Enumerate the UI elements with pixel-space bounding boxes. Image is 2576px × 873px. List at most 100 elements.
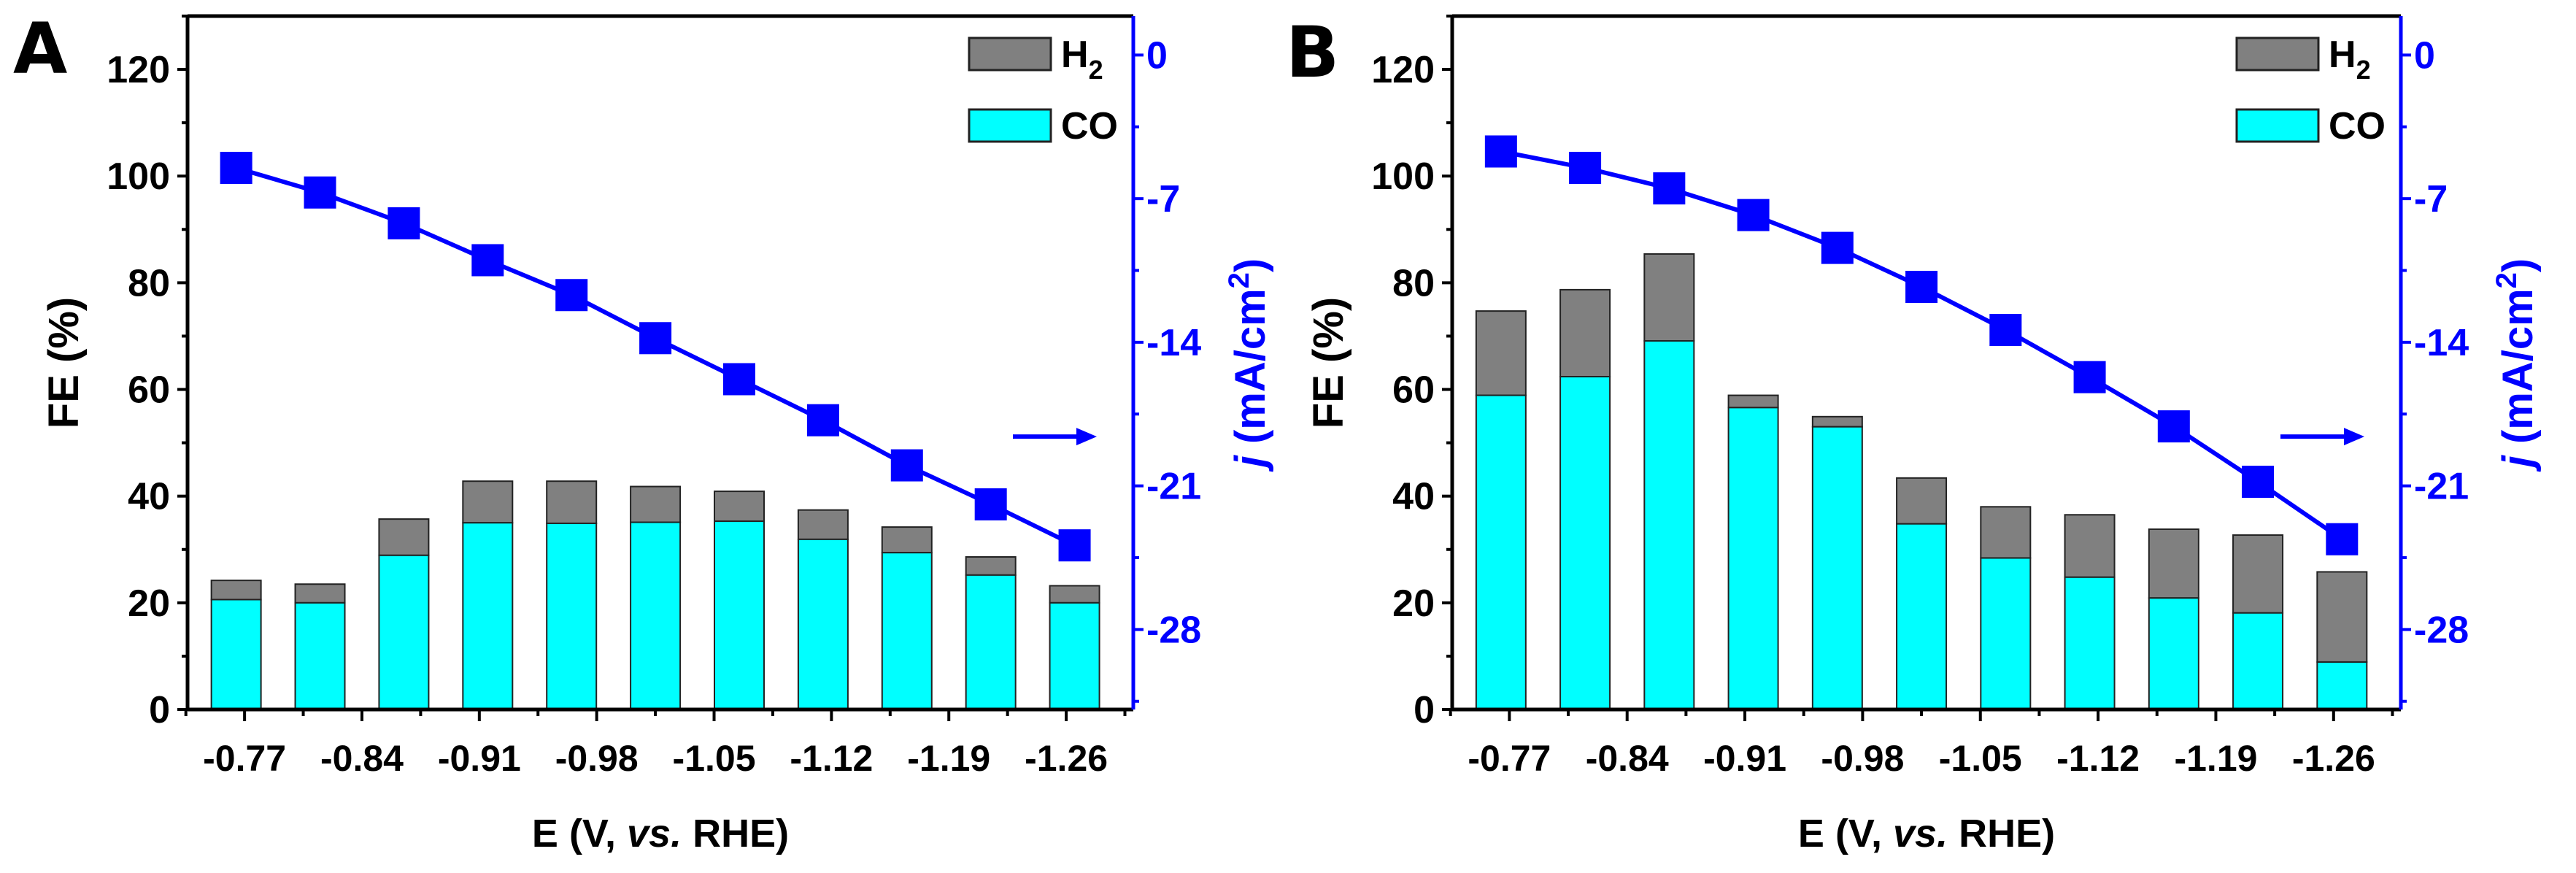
current-density-marker (471, 244, 504, 277)
x-tick-label: -1.12 (790, 738, 873, 779)
x-axis-title-part: RHE) (1948, 812, 2055, 855)
bar-co (1980, 557, 2032, 711)
x-tick-label: -1.26 (2292, 738, 2375, 779)
y-tick-label: 120 (1371, 49, 1435, 91)
bar-h2 (965, 556, 1017, 576)
legend-swatch-h2 (2235, 36, 2320, 72)
current-density-marker (1484, 135, 1517, 168)
y2-axis-title-part: j (1227, 454, 1274, 472)
legend-label-h2: H2 (2329, 34, 2371, 85)
x-tick-label: -0.77 (1468, 738, 1551, 779)
bar-co (294, 601, 346, 710)
current-density-marker (1989, 314, 2022, 347)
current-density-marker (304, 176, 336, 209)
y-tick-label: 100 (1371, 155, 1435, 198)
bar-h2 (1811, 415, 1863, 428)
current-density-marker (639, 322, 672, 355)
bar-h2 (1559, 288, 1611, 377)
current-density-marker (2242, 466, 2275, 499)
bar-h2 (378, 518, 430, 556)
bar-h2 (1980, 506, 2032, 559)
bar-co (1727, 407, 1779, 711)
legend-label-co: CO (1061, 105, 1118, 147)
y2-axis-title-part: ) (1227, 258, 1274, 272)
x-axis-title-part: E (V, (532, 812, 627, 855)
current-density-marker (1821, 231, 1854, 264)
legend-swatch-co (968, 108, 1052, 143)
bar-h2 (2316, 571, 2368, 663)
y2-axis-title: j (mA/cm2) (1223, 258, 1274, 473)
y-tick-label: 0 (149, 689, 170, 731)
current-density-marker (723, 363, 755, 396)
y-tick-label: 60 (1392, 369, 1435, 412)
bar-co (1643, 340, 1695, 710)
y2-tick-label: 0 (2414, 34, 2435, 77)
bar-h2 (1896, 477, 1948, 525)
bar-h2 (630, 485, 682, 523)
x-tick-label: -1.19 (907, 738, 990, 779)
y2-axis-title-superscript: 2 (2491, 272, 2523, 288)
x-tick-label: -1.12 (2056, 738, 2140, 779)
legend-label-co: CO (2329, 105, 2386, 147)
bar-h2 (2148, 528, 2199, 599)
bar-h2 (1727, 394, 1779, 409)
legend-swatch-co (2235, 108, 2320, 143)
y2-axis-title-superscript: 2 (1223, 272, 1255, 288)
bar-h2 (546, 480, 598, 524)
x-tick-label: -0.98 (555, 738, 639, 779)
bar-co (714, 520, 765, 710)
bar-co (965, 574, 1017, 710)
bar-co (1811, 426, 1863, 710)
current-density-marker (1737, 199, 1770, 231)
y-tick-label: 20 (1392, 582, 1435, 625)
legend-label-h2: H2 (1061, 34, 1103, 85)
bar-co (1049, 601, 1100, 710)
y2-tick-label: -28 (2414, 609, 2469, 651)
y2-axis-title-part: (mA/cm (1227, 288, 1274, 455)
bar-co (1896, 523, 1948, 711)
bar-h2 (2064, 514, 2116, 578)
x-tick-label: -0.98 (1821, 738, 1904, 779)
x-tick-label: -0.91 (438, 738, 521, 779)
current-density-marker (2073, 361, 2106, 393)
bar-co (210, 599, 262, 711)
current-density-marker (890, 449, 923, 482)
y-tick-label: 80 (128, 262, 170, 304)
bar-h2 (2232, 534, 2284, 614)
legend-subscript: 2 (1089, 55, 1103, 85)
y2-tick-label: -28 (1146, 609, 1201, 651)
arrow-head-icon (2344, 428, 2364, 446)
x-tick-label: -0.84 (320, 738, 404, 779)
current-density-marker (974, 488, 1007, 520)
y2-tick-label: -7 (1146, 178, 1180, 220)
bar-h2 (294, 583, 346, 604)
bar-co (1559, 376, 1611, 710)
bar-h2 (797, 509, 849, 540)
x-axis-title-part: vs. (627, 812, 682, 855)
current-density-marker (1653, 172, 1686, 205)
bar-h2 (1049, 585, 1100, 604)
x-tick-label: -1.26 (1025, 738, 1108, 779)
bar-h2 (462, 480, 514, 524)
bar-co (462, 522, 514, 710)
current-density-marker (806, 404, 839, 436)
bar-co (797, 538, 849, 711)
x-tick-label: -0.84 (1586, 738, 1669, 779)
bar-co (630, 521, 682, 710)
panel-b: B 0 20 40 60 80 100 120 0 -7 -14 -21 -28 -0.77 -0.84 -0… (1286, 12, 2542, 855)
y-tick-label: 120 (107, 49, 170, 91)
x-axis-title-part: E (V, (1798, 812, 1893, 855)
bar-co (1475, 394, 1527, 710)
legend-swatch-h2 (968, 36, 1052, 72)
current-density-marker (220, 151, 252, 184)
panel-label: B (1286, 12, 1339, 93)
current-density-marker (387, 207, 420, 239)
x-tick-label: -1.05 (1939, 738, 2022, 779)
y2-tick-label: -21 (2414, 466, 2469, 508)
bar-co (546, 522, 598, 711)
bar-h2 (1643, 253, 1695, 342)
legend-subscript: 2 (2356, 55, 2371, 85)
x-axis-title: E (V, vs. RHE) (1798, 812, 2055, 855)
y2-axis-title-part: (mA/cm (2494, 288, 2542, 455)
arrow-head-icon (1076, 428, 1097, 446)
